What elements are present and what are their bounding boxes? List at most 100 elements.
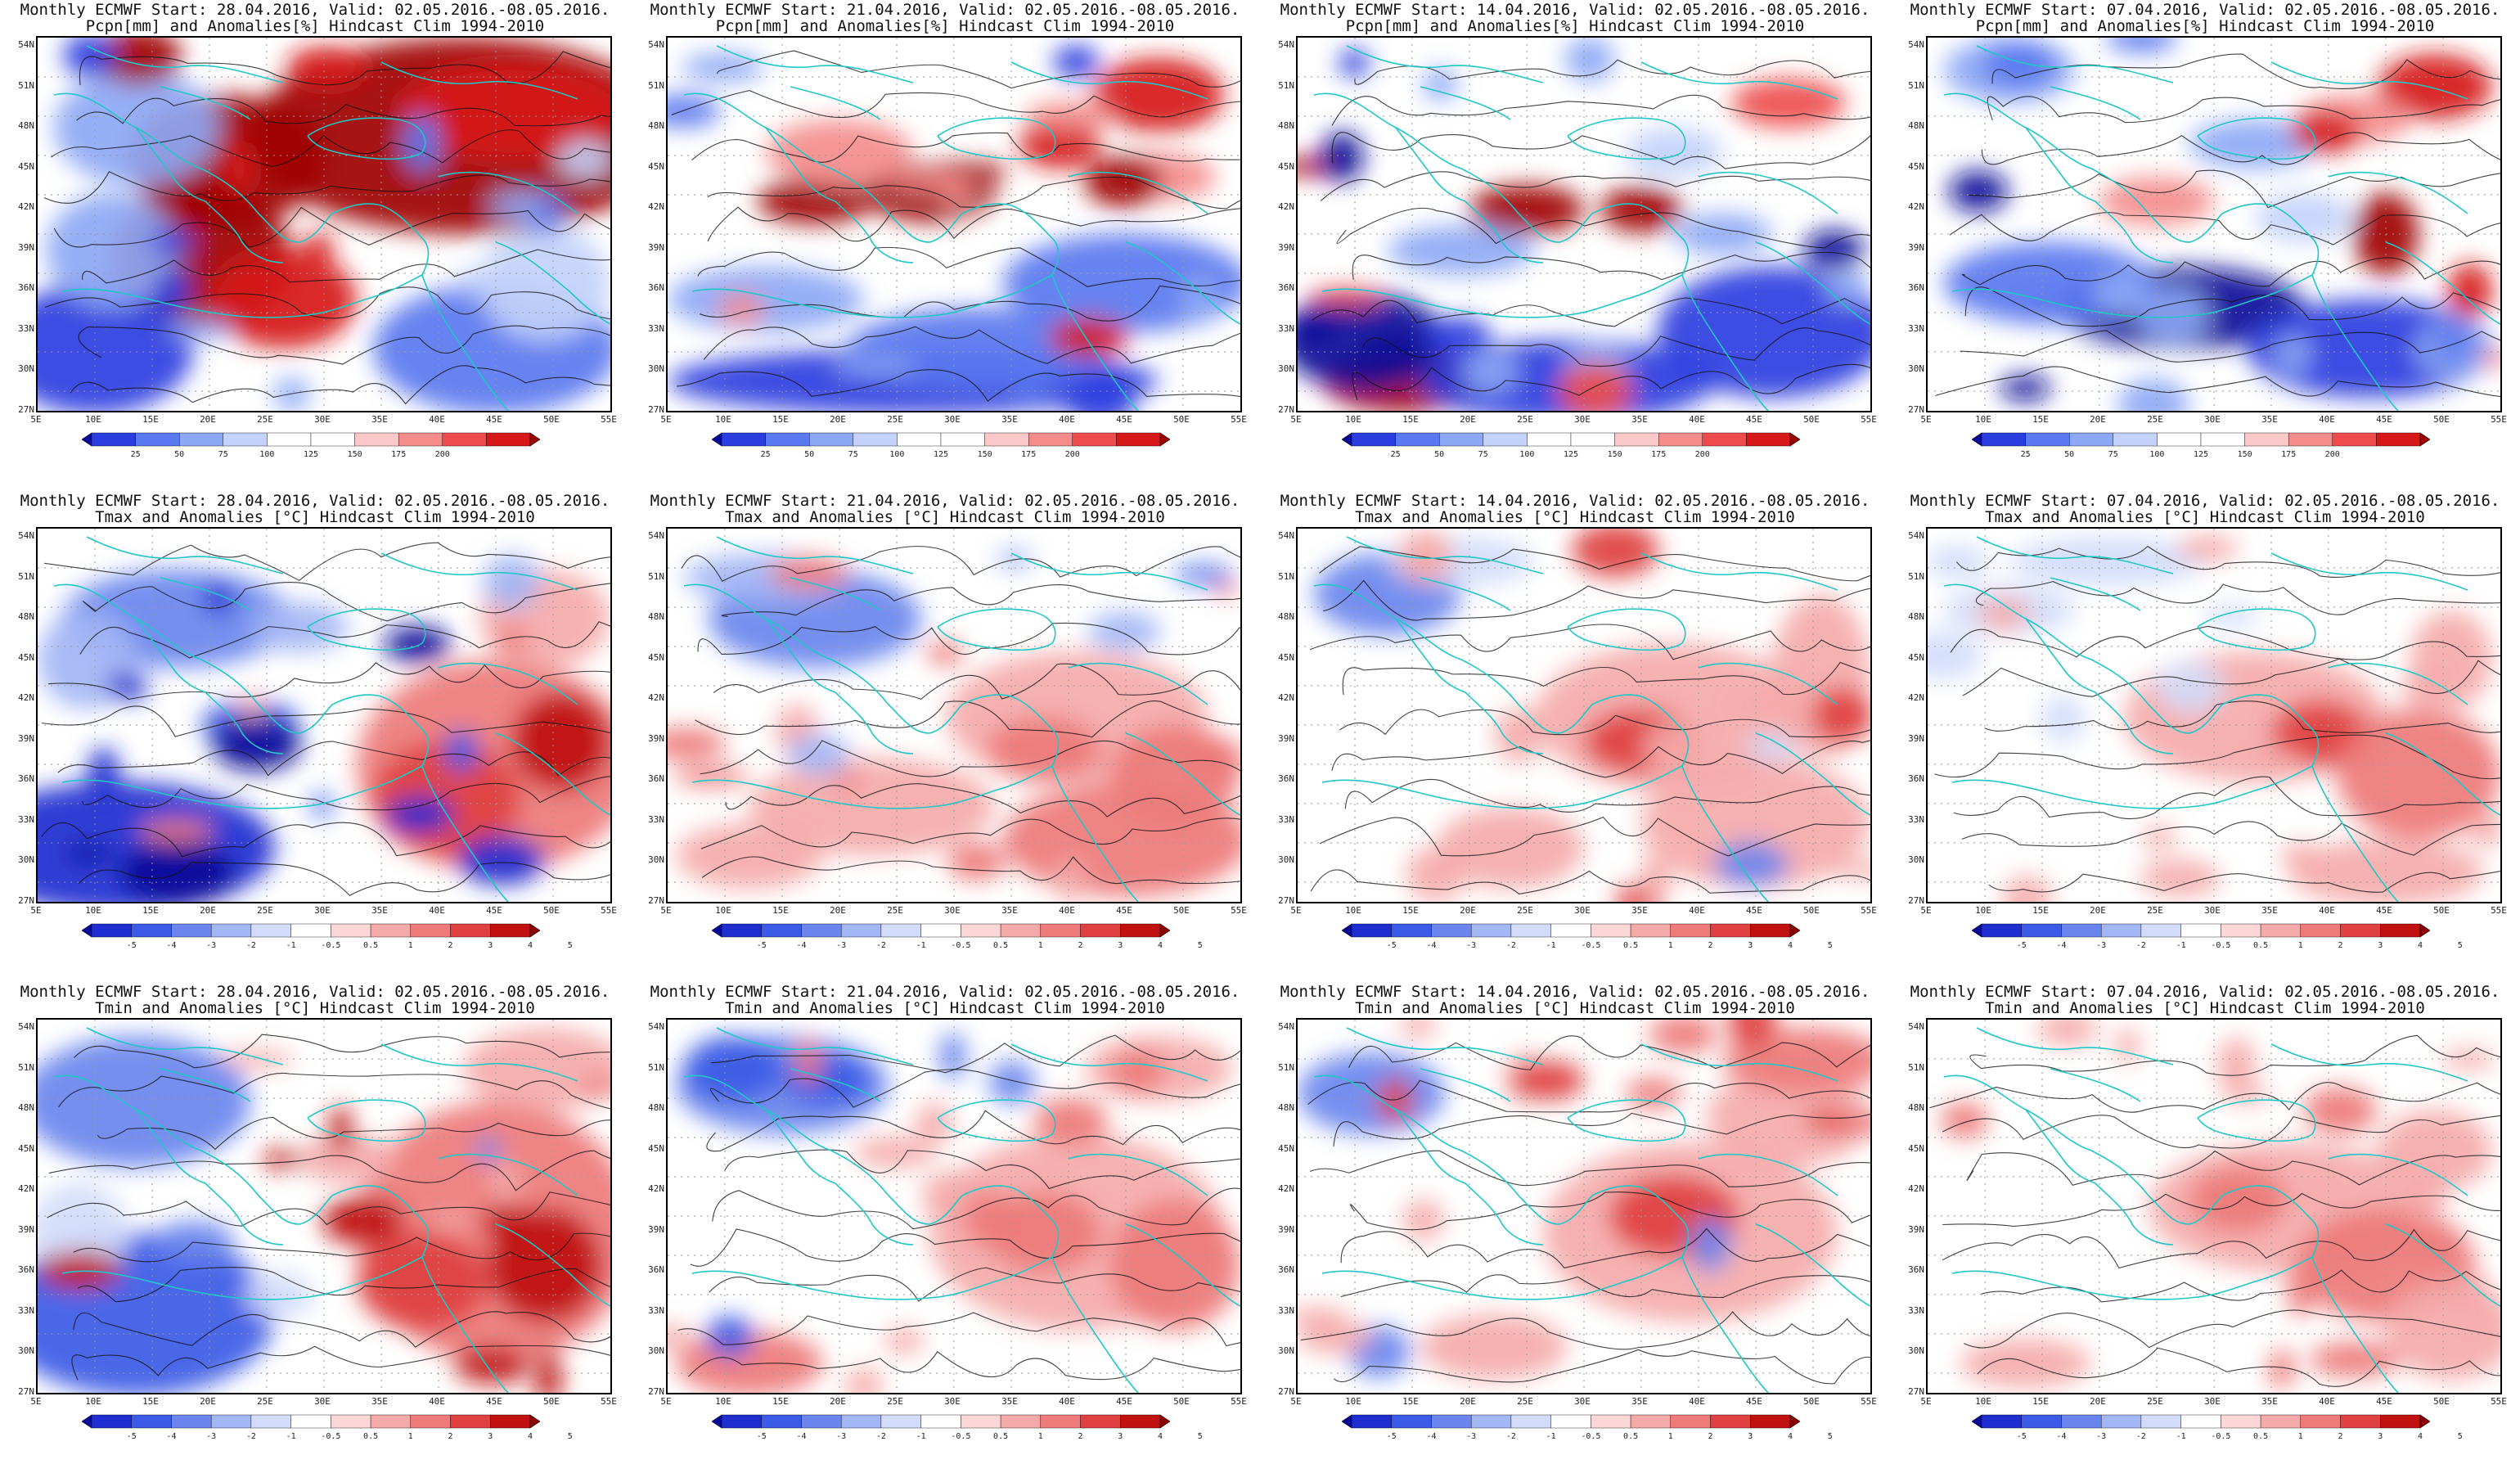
colorbar-swatch: [490, 1414, 531, 1429]
coastline: [438, 1153, 578, 1196]
coastline: [331, 203, 430, 276]
contour-line: [711, 1034, 1240, 1074]
colorbar-label: -0.5: [2211, 1432, 2231, 1441]
longitude-label: 30E: [314, 414, 331, 425]
coastline: [1943, 92, 2223, 243]
colorbar-swatch: [1080, 923, 1121, 938]
colorbar: [1342, 1414, 1800, 1429]
coastline: [1755, 1223, 1870, 1307]
colorbar-swatch: [2113, 432, 2158, 447]
anomaly-region: [769, 556, 849, 590]
latitude-label: 39N: [648, 241, 664, 253]
latitude-label: 42N: [648, 201, 664, 213]
coastline: [135, 1109, 206, 1184]
anomaly-region: [2255, 193, 2353, 242]
anomaly-region: [38, 1036, 250, 1167]
contour-line: [1969, 1034, 2500, 1076]
coastline: [86, 1027, 284, 1065]
contour-line: [57, 741, 610, 777]
colorbar-label: 100: [889, 450, 905, 459]
latitude-label: 42N: [648, 692, 664, 704]
coastline: [1640, 552, 1838, 591]
contour-line: [1310, 869, 1870, 895]
colorbar-swatch: [290, 1414, 331, 1429]
latitude-label: 48N: [1908, 1102, 1924, 1114]
coastline: [1313, 92, 1593, 243]
panel-title-line2: Pcpn[mm] and Anomalies[%] Hindcast Clim …: [1345, 17, 1805, 35]
colorbar-swatch: [1591, 1414, 1631, 1429]
latitude-label: 45N: [1278, 651, 1294, 663]
colorbar-swatch: [370, 1414, 412, 1429]
colorbar-label: 150: [2237, 450, 2252, 459]
colorbar-label: 5: [567, 941, 573, 950]
latitude-label: 51N: [648, 570, 664, 582]
colorbar-label: 1: [1667, 941, 1673, 950]
longitude-label: 50E: [1173, 905, 1190, 916]
latitude-label: 39N: [648, 1223, 664, 1235]
anomaly-region: [1462, 351, 1519, 393]
coastline: [765, 618, 836, 693]
latitude-label: 51N: [18, 570, 34, 582]
latitude-label: 42N: [1908, 1183, 1924, 1195]
coastline: [716, 1027, 914, 1065]
colorbar-swatch: [2300, 1414, 2341, 1429]
colorbar-swatch: [721, 923, 762, 938]
map-panel-4: Monthly ECMWF Start: 07.04.2016, Valid: …: [1890, 0, 2520, 491]
latitude-label: 45N: [1908, 1142, 1924, 1154]
anomaly-region: [106, 671, 148, 701]
coastline: [716, 536, 914, 574]
colorbar-swatch: [2419, 923, 2430, 938]
longitude-label: 5E: [660, 1396, 672, 1407]
map-panel-8: Monthly ECMWF Start: 07.04.2016, Valid: …: [1890, 491, 2520, 982]
coastline: [160, 577, 251, 611]
colorbar-label: 3: [1748, 941, 1753, 950]
latitude-label: 36N: [1278, 773, 1294, 785]
coastline: [2095, 1182, 2174, 1246]
latitude-label: 48N: [648, 1102, 664, 1114]
contour-line: [688, 1350, 1240, 1381]
latitude-label: 45N: [1908, 651, 1924, 663]
contour-line: [43, 171, 610, 204]
anomaly-region: [38, 1251, 121, 1290]
colorbar-swatch: [398, 432, 443, 447]
colorbar-label: -2: [875, 941, 886, 950]
colorbar-swatch: [1120, 1414, 1161, 1429]
anomaly-region: [443, 731, 479, 773]
colorbar-swatch: [961, 923, 1001, 938]
longitude-label: 50E: [1803, 905, 1820, 916]
coastline: [2311, 765, 2399, 902]
coastline: [691, 765, 1053, 809]
contour-line: [1333, 1349, 1870, 1385]
colorbar-label: 0.5: [2253, 1432, 2269, 1441]
latitude-label: 33N: [1278, 813, 1294, 825]
anomaly-region: [1982, 41, 2057, 89]
longitude-label: 55E: [1231, 1396, 1247, 1407]
longitude-label: 15E: [142, 1396, 159, 1407]
coastline: [1010, 552, 1208, 591]
colorbar-label: -4: [166, 941, 177, 950]
longitude-label: 45E: [2376, 414, 2392, 425]
anomaly-region: [1804, 1109, 1849, 1132]
contour-line: [1339, 709, 1870, 738]
colorbar-label: -1: [286, 941, 296, 950]
panel-title-line2: Tmin and Anomalies [°C] Hindcast Clim 19…: [95, 999, 535, 1017]
contour-line: [724, 1149, 1240, 1190]
anomaly-region: [1928, 631, 1982, 680]
colorbar-label: 75: [218, 450, 228, 459]
contour-line: [1309, 624, 1870, 660]
colorbar-label: 0.5: [1623, 941, 1639, 950]
contour-line: [58, 1072, 610, 1110]
coastline: [2095, 691, 2174, 755]
anomaly-map: [1296, 1018, 1872, 1394]
anomaly-region: [668, 1325, 691, 1349]
longitude-label: 35E: [1001, 905, 1018, 916]
longitude-label: 5E: [1920, 414, 1932, 425]
coastline: [1943, 1074, 2223, 1225]
map-panel-12: Monthly ECMWF Start: 07.04.2016, Valid: …: [1890, 982, 2520, 1473]
coastline: [1591, 694, 1690, 767]
anomaly-region: [220, 1050, 295, 1069]
latitude-label: 30N: [18, 363, 34, 375]
anomaly-region: [308, 791, 335, 819]
longitude-label: 25E: [1517, 414, 1533, 425]
longitude-label: 45E: [1116, 1396, 1132, 1407]
